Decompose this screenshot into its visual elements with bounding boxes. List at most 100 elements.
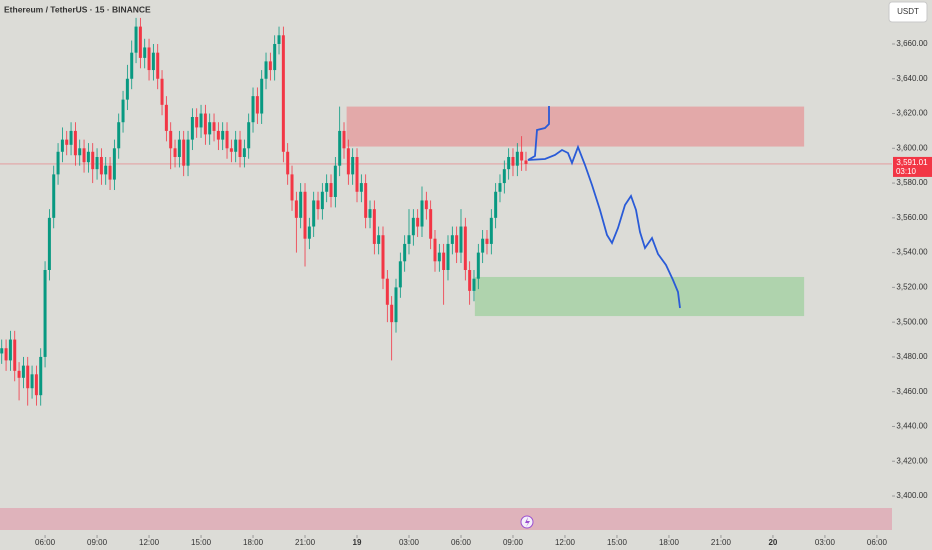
drawn-path [527,106,550,161]
candle-body [424,200,428,210]
currency-label: USDT [897,7,919,16]
candle-body [117,122,121,149]
axes: 3,400.00 3,420.00 3,440.00 3,460.00 3,480.00… [35,39,932,547]
candle-body [138,26,142,58]
candle-body [78,148,82,156]
candles [0,17,892,406]
candle-body [394,287,398,323]
candle-body [125,78,129,100]
x-tick-label: 06:00 [451,538,472,547]
candle-body [459,226,463,253]
candle-body [95,156,99,170]
x-tick-label: 06:00 [35,538,56,547]
candle-body [450,235,454,244]
candle-body [316,200,320,210]
candle-body [177,139,181,157]
candle-body [91,151,95,170]
candle-body [121,99,125,123]
candle-body [56,151,60,175]
price-tag-box [893,156,932,177]
candle-body [442,252,446,270]
y-tick-label: 3,620.00 [896,109,928,118]
candle-body [524,160,528,164]
y-tick-label: 3,580.00 [896,178,928,187]
candle-body [173,148,177,157]
candle-body [164,104,168,131]
candle-body [212,122,216,131]
candle-body [346,148,350,175]
candle-body [303,191,307,239]
candle-body [433,238,437,262]
price-axis [892,0,932,550]
candle-body [229,148,233,152]
y-tick-label: 3,400.00 [896,491,928,500]
y-tick-label: 3,440.00 [896,422,928,431]
candle-body [312,200,316,227]
candle-body [325,183,329,192]
candle-body [264,61,268,79]
candle-body [355,156,359,192]
candle-body [485,238,489,244]
candle-body [351,156,355,175]
candle-body [520,151,524,161]
candle-body [86,151,90,163]
x-tick-label: 03:00 [399,538,420,547]
x-tick-label: 12:00 [139,538,160,547]
countdown-label: 03:10 [896,167,917,176]
candle-body [221,130,225,140]
x-tick-label: 09:00 [503,538,524,547]
y-tick-label: 3,500.00 [896,317,928,326]
candle-body [333,165,337,197]
candle-body [30,374,34,389]
candle-body [47,217,51,270]
candle-body [26,365,30,389]
candle-body [73,130,77,156]
candle-body [320,191,324,210]
candle-body [82,148,86,163]
candle-body [364,183,368,218]
y-tick-label: 3,520.00 [896,282,928,291]
candle-body [507,156,511,170]
candle-body [368,209,372,218]
candle-body [307,226,311,239]
candle-body [160,78,164,105]
x-tick-label: 06:00 [867,538,888,547]
candle-body [286,151,290,175]
zone [346,106,805,147]
y-tick-label: 3,460.00 [896,387,928,396]
candle-body [199,113,203,128]
candle-body [403,243,407,262]
candle-body [338,130,342,166]
candle-body [234,139,238,152]
x-tick-label: 20 [768,538,777,547]
candle-body [502,169,506,184]
candle-body [385,278,389,305]
candle-body [390,304,394,323]
candle-body [43,270,47,357]
candle-body [476,252,480,279]
candle-body [69,130,73,145]
candle-body [108,165,112,180]
candle-body [52,174,56,218]
currency-button[interactable] [888,1,928,23]
candle-body [17,370,21,378]
candle-body [381,235,385,279]
candle-body [130,52,134,79]
candle-body [468,270,472,291]
candle-body [277,35,281,44]
candle-body [156,52,160,79]
candle-body [104,165,108,175]
x-tick-label: 21:00 [295,538,316,547]
candle-body [112,148,116,180]
x-tick-label: 12:00 [555,538,576,547]
candle-body [4,348,8,361]
candle-body [290,174,294,201]
candle-body [8,339,12,361]
candle-body [151,52,155,71]
price-tag-label: 3,591.01 [896,158,928,167]
candle-body [182,139,186,166]
candle-body [411,217,415,236]
